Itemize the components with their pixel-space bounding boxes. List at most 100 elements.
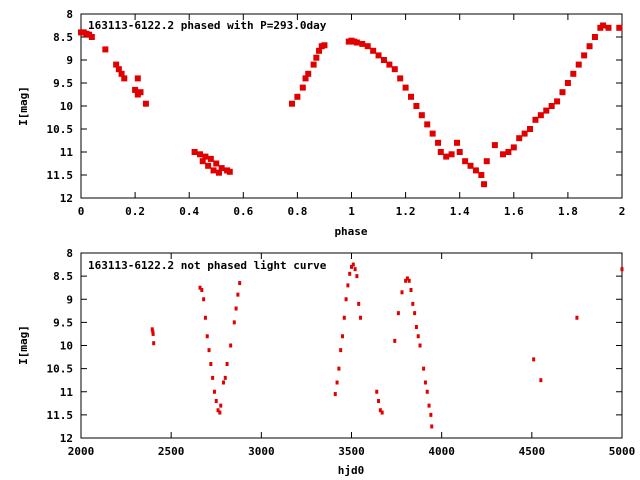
data-point — [302, 75, 309, 82]
x-tick-label: 4500 — [519, 445, 546, 458]
data-point — [346, 283, 350, 288]
x-tick-label: 1.6 — [504, 205, 524, 218]
data-point — [209, 362, 213, 366]
data-point — [413, 311, 417, 316]
data-point — [234, 306, 238, 311]
data-point — [539, 378, 543, 383]
data-point — [337, 366, 341, 371]
data-points — [150, 262, 624, 429]
x-tick-label: 4000 — [428, 445, 455, 458]
data-point — [340, 334, 344, 339]
data-point — [310, 61, 317, 68]
y-tick-label: 10.5 — [47, 363, 74, 376]
data-point — [132, 86, 139, 93]
data-point — [350, 264, 353, 269]
data-point — [430, 424, 434, 429]
data-point — [411, 301, 415, 306]
data-point — [472, 167, 479, 174]
data-point — [391, 66, 398, 73]
data-point — [151, 331, 155, 336]
data-point — [491, 142, 498, 149]
x-tick-label: 1.4 — [450, 205, 470, 218]
x-tick-label: 0.8 — [287, 205, 307, 218]
data-point — [214, 399, 218, 403]
x-tick-label: 1.8 — [558, 205, 578, 218]
data-point — [353, 267, 357, 272]
data-point — [335, 380, 339, 385]
data-point — [339, 348, 343, 353]
data-point — [386, 61, 393, 68]
data-point — [478, 172, 485, 178]
y-tick-label: 8 — [66, 247, 73, 260]
x-axis: 2000 2500 3000 3500 4000 4500 5000 — [68, 253, 636, 458]
data-point — [510, 144, 517, 151]
data-point — [409, 288, 413, 292]
data-point — [353, 39, 360, 46]
data-point — [427, 403, 431, 408]
data-point — [564, 80, 571, 86]
data-point — [437, 149, 444, 155]
data-point — [205, 162, 212, 169]
data-point — [213, 160, 220, 167]
data-point — [605, 24, 612, 31]
data-point — [357, 301, 361, 306]
data-point — [543, 107, 550, 114]
data-point — [219, 403, 223, 408]
data-point — [405, 276, 409, 281]
data-point — [223, 375, 227, 380]
chart-title: 163113-6122.2 not phased light curve — [88, 259, 327, 272]
data-point — [102, 46, 109, 53]
y-tick-label: 8 — [66, 8, 73, 21]
x-tick-label: 0.2 — [125, 205, 145, 218]
data-point — [288, 100, 295, 107]
data-point — [198, 285, 202, 290]
data-point — [216, 408, 220, 413]
data-point — [218, 410, 222, 415]
data-point — [152, 341, 156, 346]
data-point — [355, 274, 359, 279]
y-axis-label: I[mag] — [17, 325, 30, 365]
data-point — [424, 121, 431, 128]
y-tick-label: 11.5 — [47, 169, 74, 182]
data-point — [443, 153, 450, 160]
data-point — [481, 181, 488, 188]
data-point — [397, 75, 404, 82]
data-point — [575, 315, 579, 320]
data-point — [316, 47, 323, 54]
x-tick-label: 5000 — [609, 445, 636, 458]
x-tick-label: 1.2 — [396, 205, 416, 218]
data-point — [435, 139, 442, 146]
data-point — [211, 375, 215, 380]
data-point — [453, 139, 460, 146]
data-point — [359, 40, 366, 47]
data-point — [207, 348, 211, 353]
chart-phased: 8 8.5 9 9.5 10 10.5 11 11.5 12 0 0.2 0.4 0.6 0.8 1 1.2… — [17, 8, 625, 238]
y-tick-label: 12 — [60, 192, 73, 205]
y-tick-label: 8.5 — [53, 270, 73, 283]
data-point — [197, 151, 204, 158]
data-point — [210, 167, 217, 174]
data-point — [218, 165, 225, 172]
data-point — [215, 169, 222, 176]
data-point — [377, 399, 381, 403]
data-point — [402, 84, 409, 91]
data-point — [516, 135, 523, 142]
data-point — [418, 112, 425, 119]
data-point — [532, 357, 536, 362]
data-point — [521, 130, 528, 137]
data-point — [378, 408, 382, 413]
data-point — [581, 52, 588, 59]
y-tick-label: 12 — [60, 432, 73, 445]
data-point — [199, 158, 206, 165]
data-point — [221, 380, 225, 385]
x-tick-label: 3000 — [248, 445, 275, 458]
data-point — [429, 130, 436, 137]
x-tick-label: 1 — [348, 205, 355, 218]
data-point — [344, 297, 348, 302]
x-tick-label: 0.4 — [179, 205, 199, 218]
data-point — [88, 34, 95, 40]
data-point — [600, 22, 607, 29]
y-tick-label: 10.5 — [47, 123, 74, 136]
data-point — [586, 43, 593, 50]
data-point — [212, 389, 216, 394]
